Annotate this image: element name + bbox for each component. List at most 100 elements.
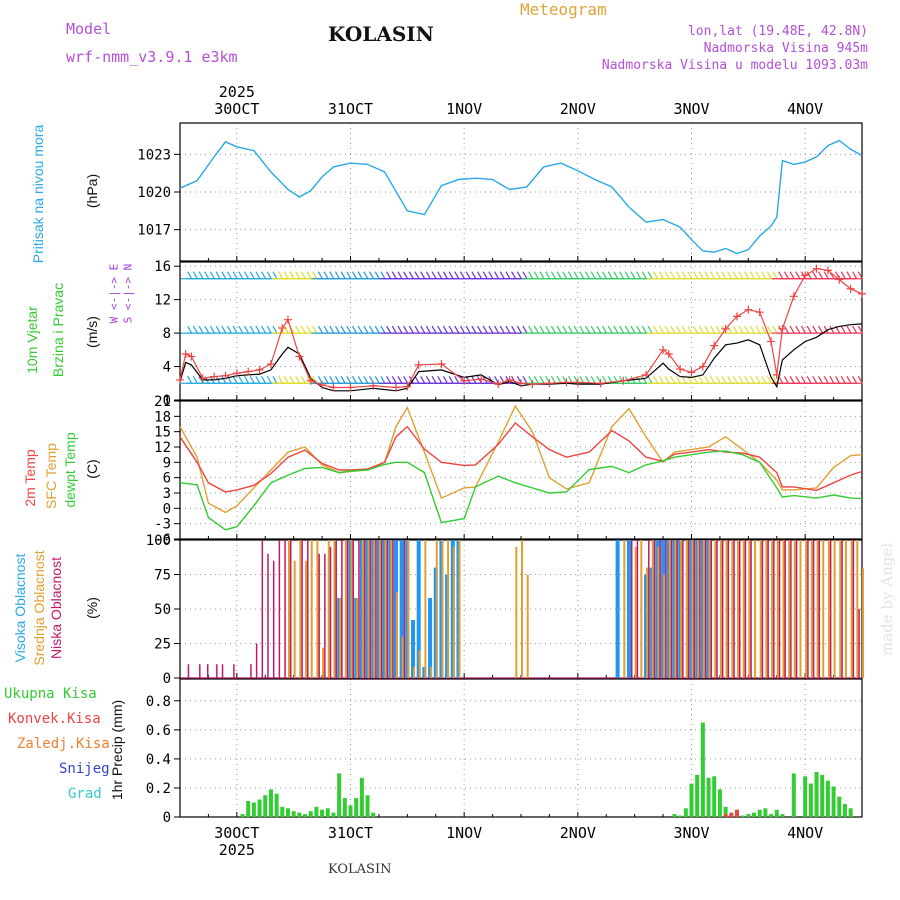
- wind-barb-flag: [727, 271, 733, 280]
- wind-barb-flag: [306, 271, 312, 280]
- wind-gust-marker: [642, 370, 651, 379]
- wind-barb-flag: [823, 271, 829, 280]
- wind-barb-flag: [198, 325, 204, 334]
- wind-barb-flag: [761, 325, 767, 334]
- precip-bar-ukupna-kisa: [268, 789, 273, 817]
- wind-barb-flag: [619, 325, 625, 334]
- wind-barb-flag: [408, 271, 414, 280]
- wind-barb-flag: [584, 325, 591, 334]
- wind-barb-flag: [590, 375, 596, 384]
- wind-barb-flag: [670, 325, 676, 334]
- wind-barb-flag: [454, 325, 460, 334]
- wind-gust-line: [179, 268, 863, 389]
- wind-barb-flag: [357, 375, 363, 384]
- wind-barb-flag: [681, 375, 687, 384]
- cloud-bar-srednja-oblacnost: [668, 540, 671, 678]
- wind-barb-flag: [636, 271, 642, 280]
- wind-barb-flag: [852, 271, 858, 280]
- wind-gust-marker: [596, 379, 605, 388]
- wind-barb-flag: [369, 325, 375, 334]
- wind-barb-flag: [283, 375, 289, 384]
- wind-barb-flag: [414, 271, 420, 280]
- wind-barb-flag: [192, 325, 198, 334]
- cloud-bar-niska-oblacnost: [790, 540, 792, 678]
- elevation-text: Nadmorska Visina 945m: [703, 41, 868, 56]
- wind-barb-flag: [397, 271, 403, 280]
- wind-barb-flag: [755, 375, 761, 384]
- cloud-bar-niska-oblacnost: [829, 540, 832, 678]
- y-tick-label: 16: [154, 259, 171, 275]
- wind-barb-flag: [261, 271, 267, 280]
- cloud-bar-niska-oblacnost: [716, 540, 718, 678]
- wind-barb-flag: [272, 271, 278, 280]
- wind-barb-flag: [454, 375, 460, 384]
- cloud-bar-niska-oblacnost: [369, 540, 372, 678]
- cloud-bar-srednja-oblacnost: [754, 540, 757, 678]
- wind-barb-flag: [630, 271, 636, 280]
- precip-bar-ukupna-kisa: [291, 811, 296, 817]
- cloud-bar-visoka-oblacnost: [615, 540, 620, 678]
- wind-barb-flag: [334, 271, 340, 280]
- wind-gust-marker: [698, 362, 707, 371]
- wind-gust-marker: [573, 378, 582, 387]
- wind-barb-flag: [795, 271, 801, 280]
- cloud-bar-niska-oblacnost: [352, 540, 354, 678]
- wind-barb-flag: [641, 375, 647, 384]
- wind-barb-flag: [272, 325, 278, 334]
- cloud-bar-srednja-oblacnost: [862, 567, 864, 678]
- wind-barb-flag: [698, 375, 704, 384]
- wind-barb-flag: [704, 271, 710, 280]
- wind-barb-flag: [442, 271, 448, 280]
- cloud-bar-srednja-oblacnost: [742, 540, 745, 678]
- wind-gust-marker: [676, 365, 685, 374]
- wind-barb-flag: [800, 325, 807, 334]
- legend-convective-rain: Konvek.Kisa: [8, 711, 101, 727]
- wind-barb-flag: [579, 325, 585, 334]
- precip-bar-ukupna-kisa: [246, 801, 251, 817]
- wind-barb-flag: [738, 271, 744, 280]
- precip-bar-ukupna-kisa: [780, 814, 785, 817]
- wind-barb-flag: [653, 271, 659, 280]
- wind-barb-flag: [692, 325, 699, 334]
- cloud-bar-srednja-oblacnost: [646, 567, 649, 678]
- wind-barb-flag: [857, 325, 863, 334]
- wind-gust-marker: [659, 345, 668, 354]
- precip-bar-ukupna-kisa: [842, 803, 847, 817]
- wind-barb-flag: [789, 375, 795, 384]
- wind-barb-flag: [675, 325, 681, 334]
- wind-barb-flag: [567, 271, 573, 280]
- wind-barb-flag: [539, 271, 545, 280]
- wind-barb-flag: [226, 271, 232, 280]
- wind-barb-flag: [494, 271, 500, 280]
- wind-gust-marker: [687, 368, 696, 377]
- wind-barb-flag: [761, 375, 767, 384]
- wind-barb-flag: [550, 375, 556, 384]
- wind-gust-marker: [755, 308, 764, 317]
- cloud-bar-srednja-oblacnost: [515, 546, 518, 678]
- wind-barb-flag: [459, 325, 466, 334]
- wind-barb-flag: [403, 375, 409, 384]
- cloud-bar-niska-oblacnost: [761, 540, 764, 678]
- cloud-bar-niska-oblacnost: [841, 540, 843, 678]
- wind-barb-flag: [391, 325, 397, 334]
- cloud-bar-niska-oblacnost: [778, 540, 781, 678]
- wind-barb-flag: [664, 271, 670, 280]
- wind-barb-flag: [732, 325, 738, 334]
- cloud-bar-niska-oblacnost: [693, 540, 695, 678]
- cloud-bar-niska-oblacnost: [363, 540, 366, 678]
- y-tick-label: 0: [163, 810, 171, 826]
- precip-bar-ukupna-kisa: [746, 814, 751, 817]
- precip-bar-ukupna-kisa: [331, 812, 336, 817]
- wind-barb-flag: [647, 271, 653, 280]
- cloud-bar-srednja-oblacnost: [793, 540, 796, 678]
- wind-barb-flag: [226, 325, 232, 334]
- wind-barb-flag: [562, 271, 568, 280]
- wind-barb-flag: [425, 375, 431, 384]
- wind-barb-flag: [187, 375, 193, 384]
- wind-barb-flag: [698, 271, 704, 280]
- wind-barb-flag: [266, 375, 272, 384]
- cloud-bar-niska-oblacnost: [630, 540, 633, 678]
- wind-barb-flag: [442, 375, 448, 384]
- wind-barb-flag: [374, 375, 380, 384]
- wind-gust-marker: [437, 360, 446, 369]
